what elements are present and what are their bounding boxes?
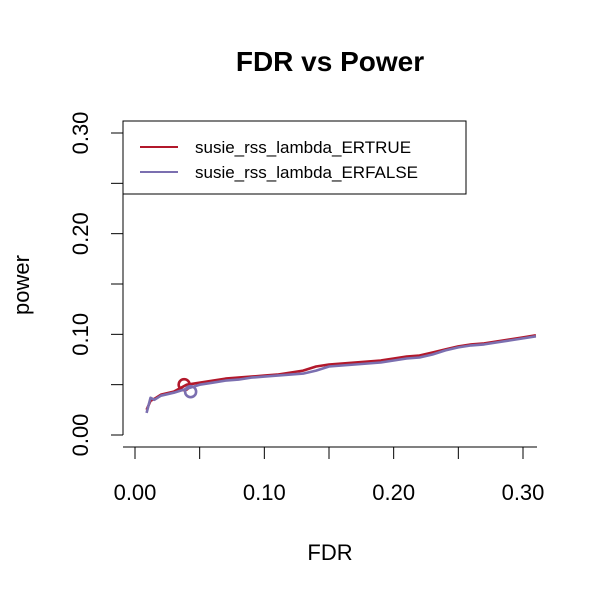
legend: susie_rss_lambda_ERTRUE susie_rss_lambda… [122,120,467,195]
y-tick-label: 0.00 [68,414,93,457]
legend-box [122,120,467,195]
x-tick-label: 0.30 [502,480,545,505]
y-tick-label: 0.20 [68,212,93,255]
y-tick-label: 0.10 [68,313,93,356]
x-axis: 0.00 0.10 0.20 0.30 [114,446,545,505]
y-tick-label: 0.30 [68,112,93,155]
x-tick-label: 0.10 [243,480,286,505]
legend-label-ertrue: susie_rss_lambda_ERTRUE [195,138,411,157]
series-layer [145,334,537,414]
chart-title: FDR vs Power [236,46,424,77]
x-tick-label: 0.20 [372,480,415,505]
y-axis-label: power [9,255,34,315]
series-1 [145,335,537,414]
legend-label-erfalse: susie_rss_lambda_ERFALSE [195,163,418,182]
series-endpoint-marker [183,384,198,399]
x-tick-label: 0.00 [114,480,157,505]
x-axis-label: FDR [307,540,352,565]
